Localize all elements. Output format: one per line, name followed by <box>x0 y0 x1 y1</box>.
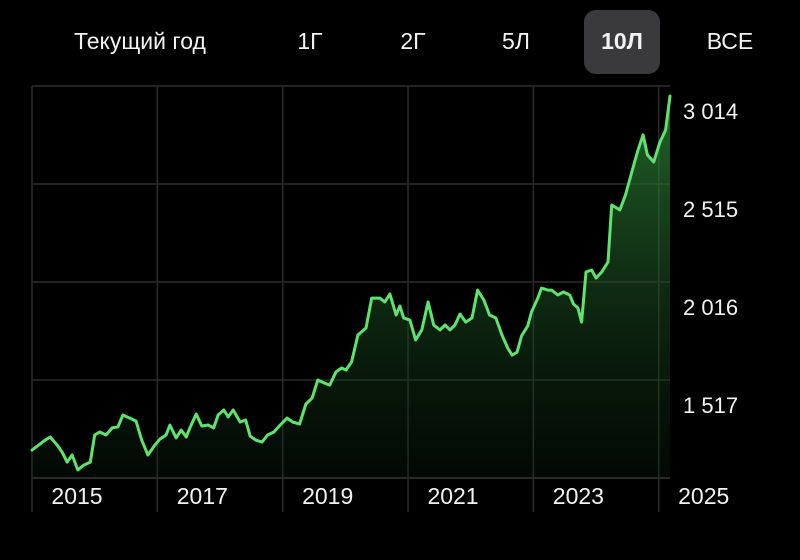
range-tab[interactable]: ВСЕ <box>707 28 754 54</box>
selected-tab-background <box>584 10 660 74</box>
range-tab-label: 1Г <box>297 28 323 54</box>
range-tab[interactable]: Текущий год <box>74 28 207 54</box>
price-area <box>32 96 670 478</box>
range-tab-label: Текущий год <box>74 28 207 54</box>
range-tabs: Текущий год 1Г 2Г 5Л 10Л ВСЕ <box>74 10 753 74</box>
axis-labels: 1 517 2 016 2 515 3 014 2015 2017 2019 2021 2023… <box>51 99 738 509</box>
range-tab-label: 10Л <box>601 28 643 54</box>
x-tick-label: 2015 <box>51 483 102 509</box>
x-tick-label: 2017 <box>177 483 228 509</box>
plot <box>30 94 672 478</box>
x-tick-label: 2023 <box>553 483 604 509</box>
y-tick-label: 3 014 <box>683 99 738 124</box>
range-tab-label: 5Л <box>502 28 530 54</box>
range-tab-label: 2Г <box>400 28 426 54</box>
y-tick-label: 1 517 <box>683 393 738 418</box>
x-tick-label: 2021 <box>427 483 478 509</box>
range-tab[interactable]: 1Г <box>297 28 323 54</box>
y-tick-label: 2 515 <box>683 197 738 222</box>
range-tab[interactable]: 10Л <box>584 10 660 74</box>
range-tab[interactable]: 5Л <box>502 28 530 54</box>
y-tick-label: 2 016 <box>683 295 738 320</box>
x-tick-label: 2019 <box>302 483 353 509</box>
range-tab-label: ВСЕ <box>707 28 754 54</box>
x-tick-label: 2025 <box>678 483 729 509</box>
price-line <box>30 94 672 472</box>
range-tab[interactable]: 2Г <box>400 28 426 54</box>
